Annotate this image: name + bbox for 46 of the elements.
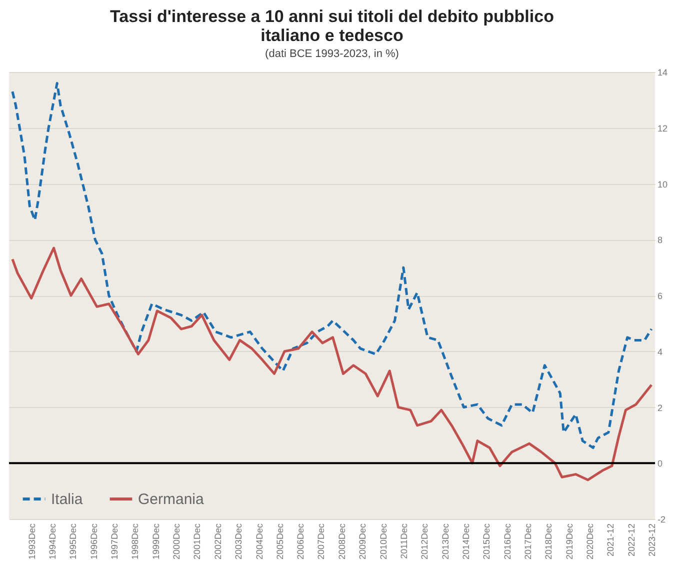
x-tick-label: 1993Dec [26,523,37,560]
y-tick-label: 8 [658,235,663,246]
x-tick-label: 2018Dec [544,523,554,560]
x-tick-label: 1995Dec [68,523,78,560]
x-tick-label: 2019Dec [564,523,574,560]
x-tick-label: 2009Dec [358,523,368,560]
x-tick-label: 2008Dec [336,523,347,560]
x-tick-label: 2022-12 [626,524,636,557]
y-tick-label: 6 [658,291,663,301]
x-tick-label: 2002Dec [212,523,223,560]
x-tick-label: 2004Dec [254,523,264,560]
x-tick-label: 2010Dec [378,523,388,560]
line-series [11,246,653,482]
x-tick-label: 2013Dec [440,523,450,560]
x-tick-label: 1998Dec [130,523,140,560]
legend-label: Italia [51,491,84,508]
y-tick-label: 2 [658,402,663,413]
x-tick-label: 1994Dec [48,523,58,560]
x-tick-label: 2007Dec [316,523,326,560]
x-tick-label: 2015Dec [482,523,492,560]
y-tick-label: 0 [658,458,663,469]
x-tick-label: 2005Dec [274,523,285,560]
x-tick-label: 2006Dec [296,523,306,560]
x-tick-label: 2023-12 [646,524,657,557]
x-tick-label: 2011Dec [398,523,409,559]
x-tick-label: 2020Dec [585,523,596,560]
x-tick-label: 1999Dec [150,523,161,560]
y-tick-label: 14 [658,68,668,78]
line-series [11,82,653,450]
x-tick-label: 2017Dec [522,523,533,560]
x-tick-label: 2014Dec [460,523,471,560]
y-tick-label: 4 [658,346,663,357]
x-tick-label: 1996Dec [88,523,99,560]
y-tick-label: 10 [658,179,668,190]
x-tick-label: 2000Dec [172,523,182,560]
x-tick-label: 2016Dec [502,523,512,560]
chart-subtitle: (dati BCE 1993-2023, in %) [265,48,399,60]
y-tick-label: 12 [658,123,668,134]
x-tick-label: 2012Dec [420,523,430,560]
x-tick-label: 2001Dec [192,523,202,560]
x-tick-label: 1997Dec [110,523,120,560]
chart-title: Tassi d'interesse a 10 anni sui titoli del debito pubblico italiano e tedesco [110,7,554,45]
legend-label: Germania [138,491,205,508]
y-tick-label: -2 [658,514,666,524]
x-tick-label: 2003Dec [234,523,244,560]
x-tick-label: 2021-12 [606,524,616,557]
